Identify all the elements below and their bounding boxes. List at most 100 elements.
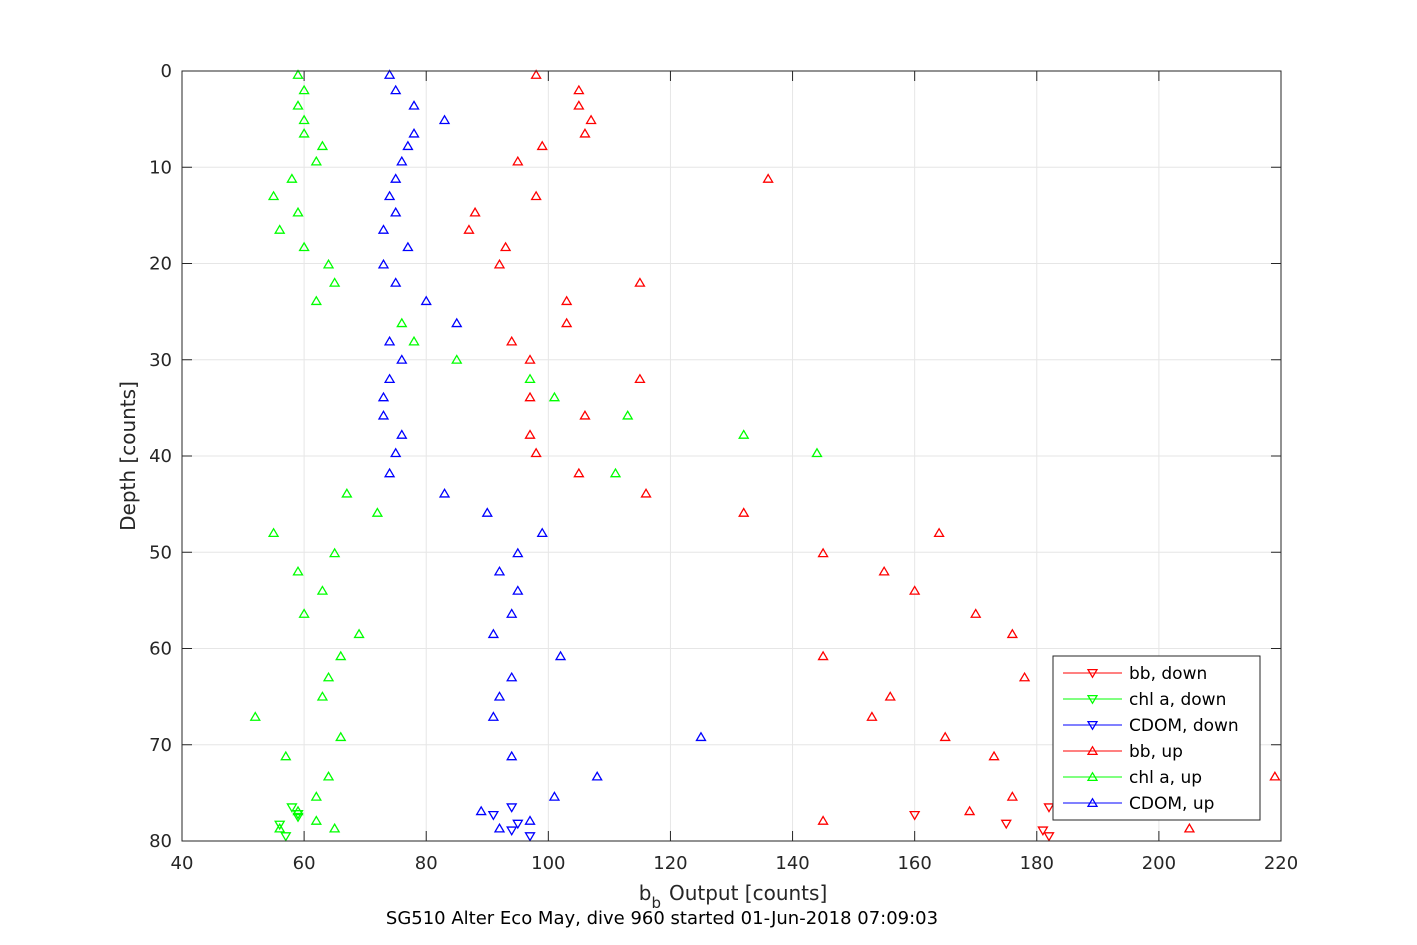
series-group [249, 69, 823, 833]
data-point-up [322, 258, 335, 269]
data-point-up [1183, 822, 1196, 833]
x-tick-label: 60 [293, 853, 316, 874]
data-point-up [377, 224, 390, 234]
data-point-up [383, 190, 396, 201]
data-point-up [390, 84, 402, 95]
data-point-up [524, 815, 536, 825]
y-tick-label: 80 [149, 831, 172, 852]
data-point-up [383, 467, 396, 478]
data-point-up [469, 206, 481, 217]
chart-footer: SG510 Alter Eco May, dive 960 started 01… [386, 908, 938, 929]
data-point-up [878, 565, 890, 576]
data-point-up [292, 69, 304, 79]
data-point-up [573, 100, 585, 110]
x-tick-label: 160 [897, 853, 931, 874]
data-point-up [548, 791, 561, 801]
x-tick-label: 180 [1020, 853, 1054, 874]
data-point-down [1043, 803, 1055, 813]
data-point-down [524, 832, 536, 842]
legend-marker [1086, 720, 1099, 731]
data-point-up [738, 507, 750, 517]
y-tick-label: 10 [149, 157, 172, 178]
data-point-up [310, 791, 322, 801]
data-point-up [322, 671, 335, 682]
y-tick-label: 0 [161, 61, 172, 82]
data-point-up [640, 487, 652, 498]
legend-label: CDOM, up [1129, 794, 1214, 814]
data-point-up [634, 373, 646, 384]
data-point-up [402, 140, 414, 151]
data-point-up [506, 608, 518, 618]
data-point-up [493, 565, 506, 576]
legend-label: bb, up [1129, 742, 1183, 762]
data-point-up [438, 487, 451, 498]
x-tick-label: 80 [415, 853, 438, 874]
legend: bb, down chl a, down CDOM, down bb, up chl a… [1052, 655, 1261, 821]
x-tick-label: 200 [1142, 853, 1176, 874]
data-point-up [866, 711, 878, 721]
data-point-up [817, 815, 829, 825]
legend-box [1052, 655, 1261, 821]
data-point-up [634, 277, 646, 287]
data-point-up [280, 750, 292, 761]
data-point-up [292, 206, 304, 217]
data-point-up [512, 585, 524, 595]
data-point-up [390, 206, 402, 217]
x-axis-label: bb Output [counts] [639, 881, 828, 912]
data-point-up [988, 750, 1000, 761]
series-group [487, 803, 536, 842]
data-point-up [493, 258, 506, 269]
legend-label: bb, down [1129, 664, 1207, 684]
data-point-up [579, 410, 591, 420]
data-point-up [963, 805, 976, 816]
data-point-up [506, 750, 518, 761]
data-point-up [762, 173, 774, 183]
data-point-up [390, 173, 402, 183]
data-point-up [1269, 770, 1281, 781]
y-tick-label: 70 [149, 735, 172, 756]
data-point-up [579, 128, 591, 138]
data-point-up [1006, 628, 1018, 639]
data-point-up [298, 114, 310, 125]
data-point-down [512, 819, 524, 830]
data-point-up [383, 373, 396, 384]
data-point-up [909, 585, 921, 595]
data-point-up [316, 585, 329, 595]
data-point-up [1006, 791, 1018, 801]
series-group [463, 69, 1281, 833]
data-point-down [487, 810, 500, 821]
data-point-up [884, 691, 896, 701]
data-point-up [487, 711, 500, 721]
data-point-up [524, 354, 536, 364]
data-point-up [811, 447, 823, 458]
y-tick-label: 20 [149, 254, 172, 275]
data-point-up [316, 140, 329, 151]
y-tick-label: 60 [149, 639, 172, 660]
data-point-up [573, 467, 585, 478]
data-point-down [909, 810, 921, 821]
data-point-up [970, 608, 982, 618]
legend-label: chl a, down [1129, 690, 1226, 710]
data-point-up [329, 547, 341, 558]
data-point-up [298, 241, 310, 252]
legend-marker [1086, 771, 1099, 782]
data-point-down [1037, 826, 1049, 836]
data-point-up [738, 429, 750, 439]
data-point-up [512, 155, 524, 166]
data-point-up [377, 391, 390, 402]
data-point-down [286, 803, 298, 813]
data-point-up [933, 527, 945, 538]
legend-marker [1086, 668, 1099, 679]
data-point-up [298, 128, 310, 138]
data-point-up [591, 770, 603, 781]
data-point-up [463, 224, 475, 234]
legend-marker [1086, 797, 1099, 808]
data-point-up [451, 354, 463, 364]
data-point-up [390, 447, 402, 458]
data-point-up [292, 100, 304, 110]
data-point-up [396, 155, 408, 166]
data-point-up [292, 805, 304, 816]
series-group [274, 803, 304, 842]
data-point-up [286, 173, 298, 183]
